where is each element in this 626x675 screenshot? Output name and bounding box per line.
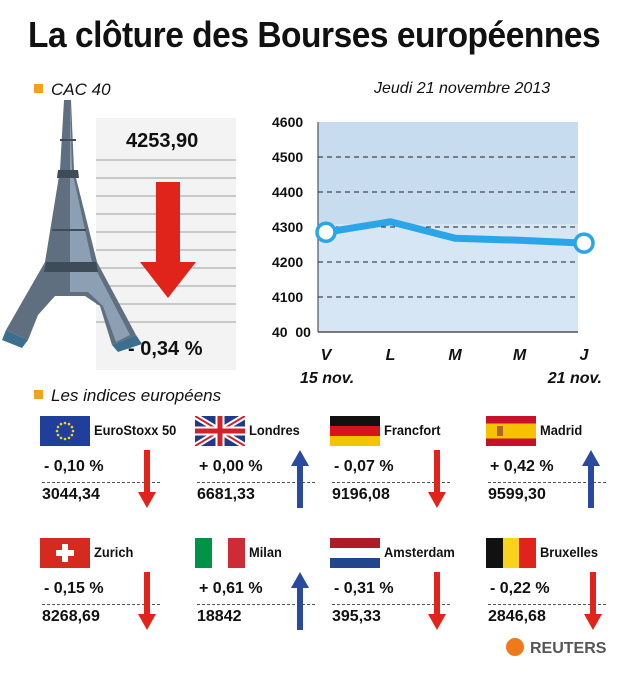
index-card-italy: Milan + 0,61 % 18842 (195, 538, 345, 648)
up-arrow-icon (291, 450, 309, 508)
y-tick-label: 4200 (272, 254, 303, 270)
germany-flag-icon (330, 416, 380, 446)
index-name: Zurich (94, 544, 134, 560)
index-divider (488, 482, 606, 483)
data-point-marker (315, 221, 337, 243)
spain-flag-icon (486, 416, 536, 446)
y-tick-label: 4400 (272, 184, 303, 200)
index-divider (332, 604, 450, 605)
source-credit: REUTERS (506, 638, 606, 658)
index-change: - 0,22 % (490, 580, 550, 597)
belgium-flag-icon (486, 538, 536, 568)
index-card-netherlands: Amsterdam - 0,31 % 395,33 (330, 538, 480, 648)
index-value: 9599,30 (488, 486, 546, 503)
down-arrow-icon (138, 572, 156, 630)
chart-x-axis: V 15 nov. L M M J 21 nov. (300, 347, 602, 387)
reuters-logo-icon (506, 638, 524, 656)
x-tick-label: M (513, 347, 527, 364)
x-tick-label: J (580, 347, 590, 364)
data-point-marker (573, 232, 595, 254)
index-change: + 0,61 % (199, 580, 263, 597)
index-value: 395,33 (332, 608, 381, 625)
index-value: 18842 (197, 608, 242, 625)
eu-flag-icon (40, 416, 90, 446)
index-card-spain: Madrid + 0,42 % 9599,30 (486, 416, 626, 526)
italy-flag-icon (195, 538, 245, 568)
down-arrow-icon (428, 450, 446, 508)
index-divider (42, 604, 160, 605)
uk-flag-icon (195, 416, 245, 446)
orange-square-icon (34, 390, 43, 399)
y-tick-label: 4100 (272, 289, 303, 305)
index-name: Francfort (384, 422, 441, 438)
cac-section-label: CAC 40 (34, 80, 111, 100)
x-tick-label: L (386, 347, 396, 364)
index-change: + 0,42 % (490, 458, 554, 475)
cac-value: 4253,90 (126, 130, 199, 152)
index-value: 2846,68 (488, 608, 546, 625)
switzerland-flag-icon (40, 538, 90, 568)
index-name: Madrid (540, 422, 583, 438)
y-tick-label: 4500 (272, 149, 303, 165)
index-change: - 0,10 % (44, 458, 104, 475)
index-name: Milan (249, 544, 282, 560)
indices-section-label: Les indices européens (34, 386, 221, 406)
x-tick-label: V (321, 347, 333, 364)
index-divider (42, 482, 160, 483)
index-card-switzerland: Zurich - 0,15 % 8268,69 (40, 538, 190, 648)
cac-down-arrow-icon (140, 182, 196, 298)
index-divider (332, 482, 450, 483)
index-change: + 0,00 % (199, 458, 263, 475)
index-card-eu: EuroStoxx 50 - 0,10 % 3044,34 (40, 416, 190, 526)
x-tick-sublabel: 21 nov. (547, 370, 602, 387)
index-card-belgium: Bruxelles - 0,22 % 2846,68 (486, 538, 626, 648)
cac-line-chart: 4600 4500 4400 4300 4200 4100 40 00 V 15 nov. L M… (272, 114, 602, 387)
index-name: Londres (249, 422, 300, 438)
up-arrow-icon (291, 572, 309, 630)
y-tick-label: 4300 (272, 219, 303, 235)
index-value: 3044,34 (42, 486, 100, 503)
index-change: - 0,31 % (334, 580, 394, 597)
index-card-germany: Francfort - 0,07 % 9196,08 (330, 416, 480, 526)
index-card-uk: Londres + 0,00 % 6681,33 (195, 416, 345, 526)
index-change: - 0,07 % (334, 458, 394, 475)
cac-change: - 0,34 % (128, 338, 203, 360)
x-tick-label: M (448, 347, 462, 364)
date-label: Jeudi 21 novembre 2013 (374, 80, 551, 97)
up-arrow-icon (582, 450, 600, 508)
chart-series-line (322, 218, 588, 247)
y-tick-label: 4600 (272, 114, 303, 130)
down-arrow-icon (138, 450, 156, 508)
chart-endpoint-markers (315, 221, 595, 254)
index-name: Bruxelles (540, 544, 599, 560)
index-divider (197, 482, 315, 483)
chart-y-axis: 4600 4500 4400 4300 4200 4100 40 00 (272, 114, 311, 340)
down-arrow-icon (428, 572, 446, 630)
down-arrow-icon (584, 572, 602, 630)
index-name: Amsterdam (384, 544, 455, 560)
x-tick-sublabel: 15 nov. (300, 370, 354, 387)
page-title: La clôture des Bourses européennes (28, 14, 601, 55)
index-value: 9196,08 (332, 486, 390, 503)
index-divider (197, 604, 315, 605)
index-value: 8268,69 (42, 608, 100, 625)
netherlands-flag-icon (330, 538, 380, 568)
index-name: EuroStoxx 50 (94, 422, 177, 438)
chart-gridlines (318, 156, 578, 298)
eiffel-tower-icon (2, 100, 142, 352)
index-change: - 0,15 % (44, 580, 104, 597)
orange-square-icon (34, 84, 43, 93)
index-value: 6681,33 (197, 486, 255, 503)
index-divider (488, 604, 606, 605)
y-tick-label: 40 00 (272, 324, 311, 340)
